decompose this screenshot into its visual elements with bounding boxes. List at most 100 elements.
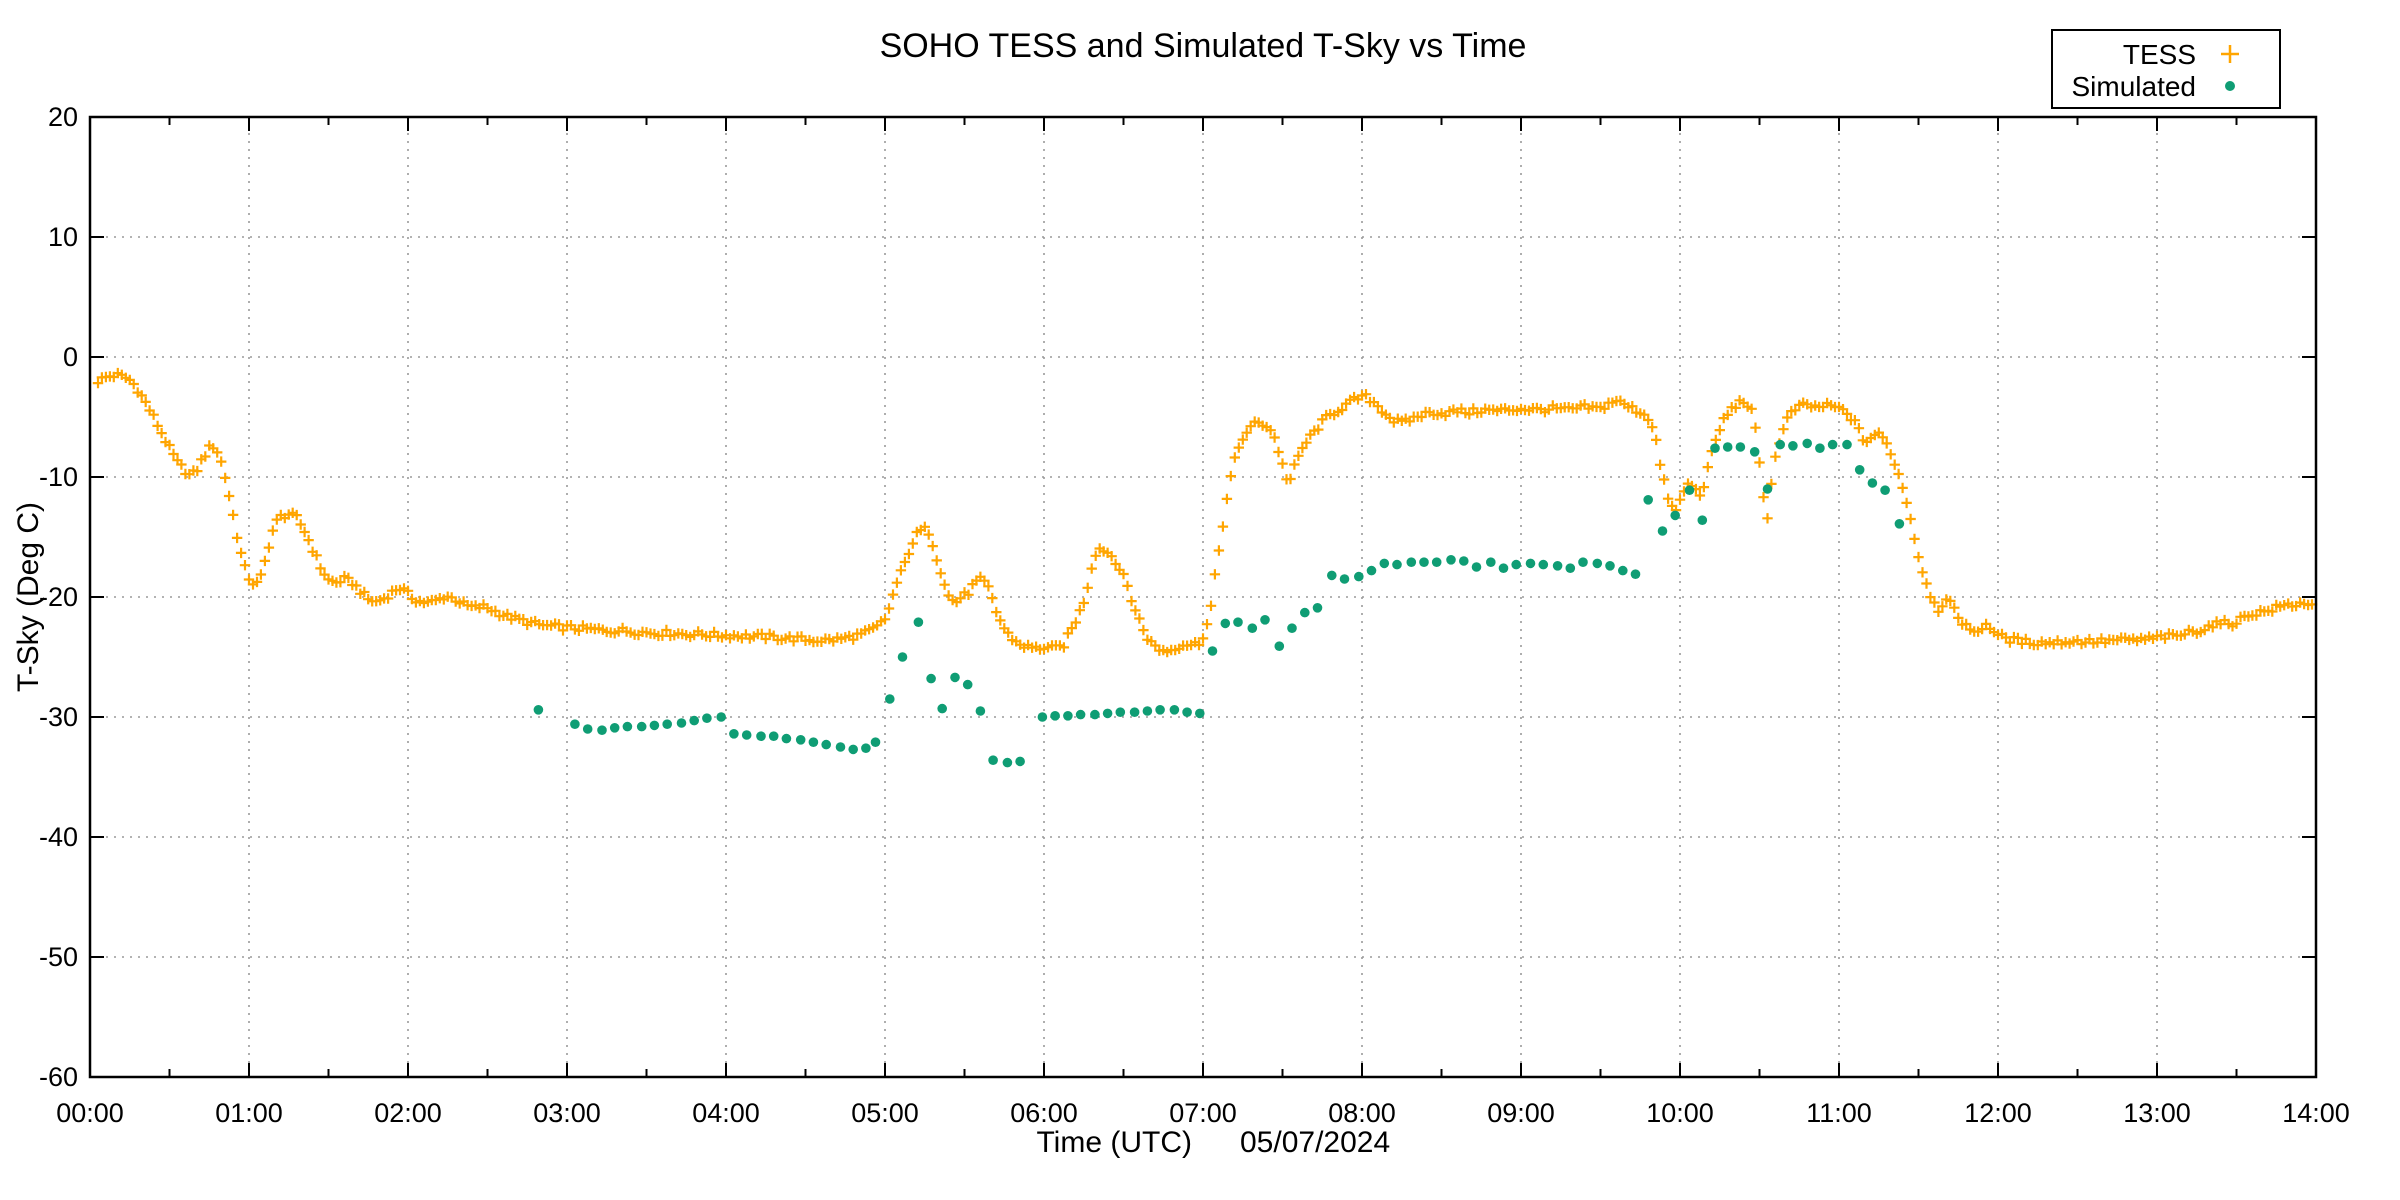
simulated-point — [1697, 515, 1708, 525]
simulated-point — [1327, 570, 1337, 581]
simulated-point — [897, 652, 908, 662]
simulated-point — [1722, 442, 1733, 452]
simulated-point — [1015, 756, 1025, 767]
simulated-point — [689, 715, 699, 726]
grid-layer — [90, 117, 2316, 1077]
legend-box — [2051, 29, 2281, 109]
page-title: SOHO TESS and Simulated T-Sky vs Time — [880, 27, 1527, 65]
simulated-point — [913, 617, 924, 627]
x-tick-label: 12:00 — [1964, 1098, 2032, 1128]
legend: TESS Simulated — [2051, 29, 2281, 109]
simulated-point — [781, 733, 792, 744]
x-tick-label: 08:00 — [1328, 1098, 1396, 1128]
simulated-point — [937, 703, 947, 714]
simulated-point — [1630, 569, 1641, 579]
simulated-point — [1710, 443, 1720, 454]
y-tick-label: -10 — [39, 462, 78, 492]
simulated-point — [636, 721, 647, 732]
simulated-point — [1366, 565, 1377, 576]
simulated-point — [1063, 711, 1073, 721]
simulated-point — [1075, 709, 1086, 720]
simulated-point — [1142, 706, 1153, 716]
simulated-point — [1419, 557, 1429, 567]
simulated-point — [1431, 557, 1442, 567]
simulated-point — [926, 673, 936, 684]
simulated-point — [1471, 562, 1482, 572]
simulated-point — [1762, 484, 1773, 494]
simulated-point — [1287, 623, 1297, 633]
y-tick-label: -20 — [39, 582, 78, 612]
simulated-point — [1392, 559, 1402, 570]
simulated-point — [975, 706, 986, 716]
simulated-point — [1102, 708, 1113, 719]
simulated-point — [1379, 558, 1390, 569]
x-tick-label: 10:00 — [1646, 1098, 1714, 1128]
simulated-point — [1511, 559, 1521, 570]
tick-layer: 00:00 01:00 02:00 03:00 04:00 05:00 06:00 07:00… — [39, 102, 2350, 1128]
simulated-point — [1867, 478, 1878, 488]
simulated-point — [835, 742, 846, 752]
y-tick-label: -40 — [39, 822, 78, 852]
simulated-point — [1498, 563, 1509, 573]
simulated-point — [808, 737, 819, 747]
simulated-point — [1354, 571, 1364, 582]
simulated-point — [582, 724, 593, 734]
plot-border — [88, 115, 2318, 1079]
simulated-point — [1339, 574, 1350, 584]
simulated-point — [570, 719, 580, 729]
y-tick-label: 20 — [48, 102, 78, 132]
simulated-point — [741, 730, 752, 740]
simulated-point — [756, 731, 766, 741]
legend-label-tess: TESS — [2123, 39, 2196, 70]
simulated-point — [676, 718, 687, 728]
simulated-point — [950, 672, 960, 683]
simulated-point — [729, 729, 739, 739]
simulated-point — [1486, 557, 1496, 567]
simulated-point — [609, 723, 620, 733]
x-tick-label: 07:00 — [1169, 1098, 1237, 1128]
plus-icon — [2221, 45, 2239, 63]
x-tick-label: 14:00 — [2282, 1098, 2350, 1128]
simulated-point — [1605, 561, 1615, 571]
legend-label-simulated: Simulated — [2071, 71, 2196, 102]
series-layer — [92, 367, 2318, 768]
simulated-point — [597, 725, 607, 735]
y-axis-label: T-Sky (Deg C) — [12, 502, 45, 692]
simulated-point — [622, 721, 633, 732]
simulated-point — [861, 743, 871, 753]
simulated-point — [962, 679, 973, 690]
simulated-point — [848, 744, 858, 755]
simulated-point — [768, 731, 779, 741]
simulated-point — [1842, 439, 1852, 450]
simulated-point — [1207, 646, 1218, 656]
simulated-point — [1657, 526, 1668, 536]
simulated-point — [1090, 709, 1100, 720]
x-tick-label: 06:00 — [1010, 1098, 1078, 1128]
simulated-point — [870, 737, 881, 747]
simulated-point — [1802, 438, 1812, 449]
y-tick-label: 0 — [63, 342, 78, 372]
x-tick-label: 01:00 — [215, 1098, 283, 1128]
x-tick-label: 03:00 — [533, 1098, 601, 1128]
simulated-point — [1592, 558, 1603, 569]
simulated-point — [1155, 705, 1165, 715]
x-axis-label: Time (UTC) — [1036, 1126, 1192, 1159]
y-tick-label: -30 — [39, 702, 78, 732]
x-tick-label: 04:00 — [692, 1098, 760, 1128]
simulated-point — [795, 735, 806, 745]
simulated-point — [1670, 510, 1680, 521]
simulated-point — [1260, 615, 1270, 625]
y-tick-label: 10 — [48, 222, 78, 252]
simulated-point — [1643, 495, 1653, 505]
simulated-point — [1578, 557, 1588, 567]
simulated-point — [662, 719, 672, 729]
simulated-point — [1815, 443, 1825, 454]
x-tick-label: 05:00 — [851, 1098, 919, 1128]
simulated-point — [1735, 442, 1746, 452]
simulated-point — [1312, 603, 1323, 613]
simulated-point — [1552, 561, 1563, 571]
x-tick-label: 13:00 — [2123, 1098, 2191, 1128]
simulated-point — [533, 705, 544, 715]
simulated-point — [1233, 617, 1243, 627]
